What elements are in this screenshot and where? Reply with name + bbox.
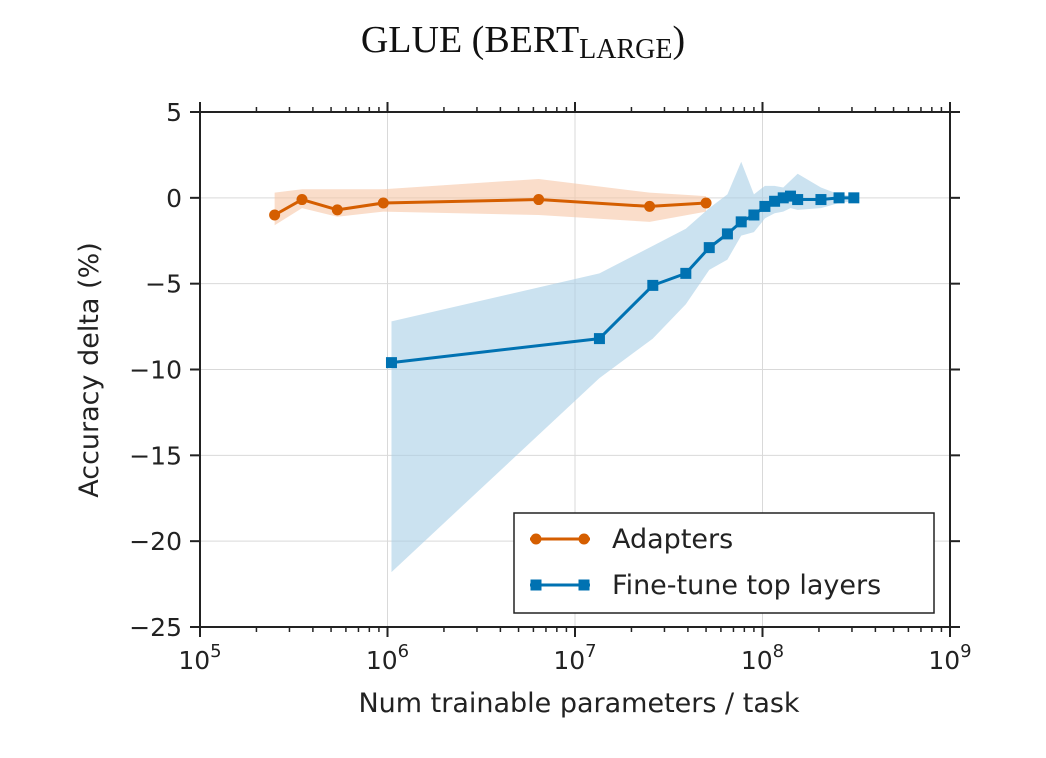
- x-tick-label: 106: [366, 641, 409, 675]
- x-tick-label: 108: [741, 641, 784, 675]
- data-point: [759, 200, 771, 212]
- data-point: [815, 194, 827, 206]
- y-tick-label: −5: [145, 270, 182, 299]
- legend-box: [513, 512, 935, 614]
- y-tick-label: −20: [129, 527, 182, 556]
- data-point: [833, 192, 845, 204]
- data-point: [721, 228, 733, 240]
- confidence-band: [274, 178, 707, 226]
- legend: Adapters Fine-tune top layers: [513, 512, 935, 614]
- legend-marker: [530, 579, 542, 591]
- data-point: [848, 192, 860, 204]
- data-point: [593, 333, 605, 345]
- data-point: [296, 194, 308, 206]
- series: [269, 190, 860, 369]
- y-axis-label: Accuracy delta (%): [74, 242, 105, 498]
- data-point: [700, 197, 712, 209]
- legend-label: Adapters: [612, 524, 733, 555]
- y-tick-label: 5: [166, 98, 182, 127]
- y-tick-label: −25: [129, 613, 182, 642]
- data-point: [385, 357, 397, 369]
- data-point: [777, 192, 789, 204]
- chart-title: GLUE (BERTLARGE): [361, 19, 685, 65]
- x-tick-label: 109: [928, 641, 971, 675]
- x-tick-label: 105: [178, 641, 221, 675]
- data-point: [377, 197, 389, 209]
- data-point: [680, 267, 692, 279]
- data-point: [784, 190, 796, 202]
- y-tick-label: 0: [166, 184, 182, 213]
- legend-marker: [578, 533, 590, 545]
- data-point: [792, 194, 804, 206]
- data-point: [748, 209, 760, 221]
- confidence-bands: [274, 161, 854, 573]
- data-point: [533, 194, 545, 206]
- y-tick-label: −10: [129, 356, 182, 385]
- data-point: [703, 242, 715, 254]
- data-point: [769, 195, 781, 207]
- legend-label: Fine-tune top layers: [612, 570, 881, 601]
- x-tick-label: 107: [553, 641, 596, 675]
- y-tick-label: −15: [129, 441, 182, 470]
- x-axis-label: Num trainable parameters / task: [358, 688, 799, 719]
- legend-marker: [578, 579, 590, 591]
- data-point: [644, 200, 656, 212]
- data-point: [647, 279, 659, 291]
- confidence-band: [391, 161, 854, 573]
- data-point: [331, 204, 343, 216]
- legend-marker: [530, 533, 542, 545]
- data-point: [269, 209, 281, 221]
- data-point: [735, 216, 747, 228]
- chart-title-subscript: LARGE: [579, 34, 672, 65]
